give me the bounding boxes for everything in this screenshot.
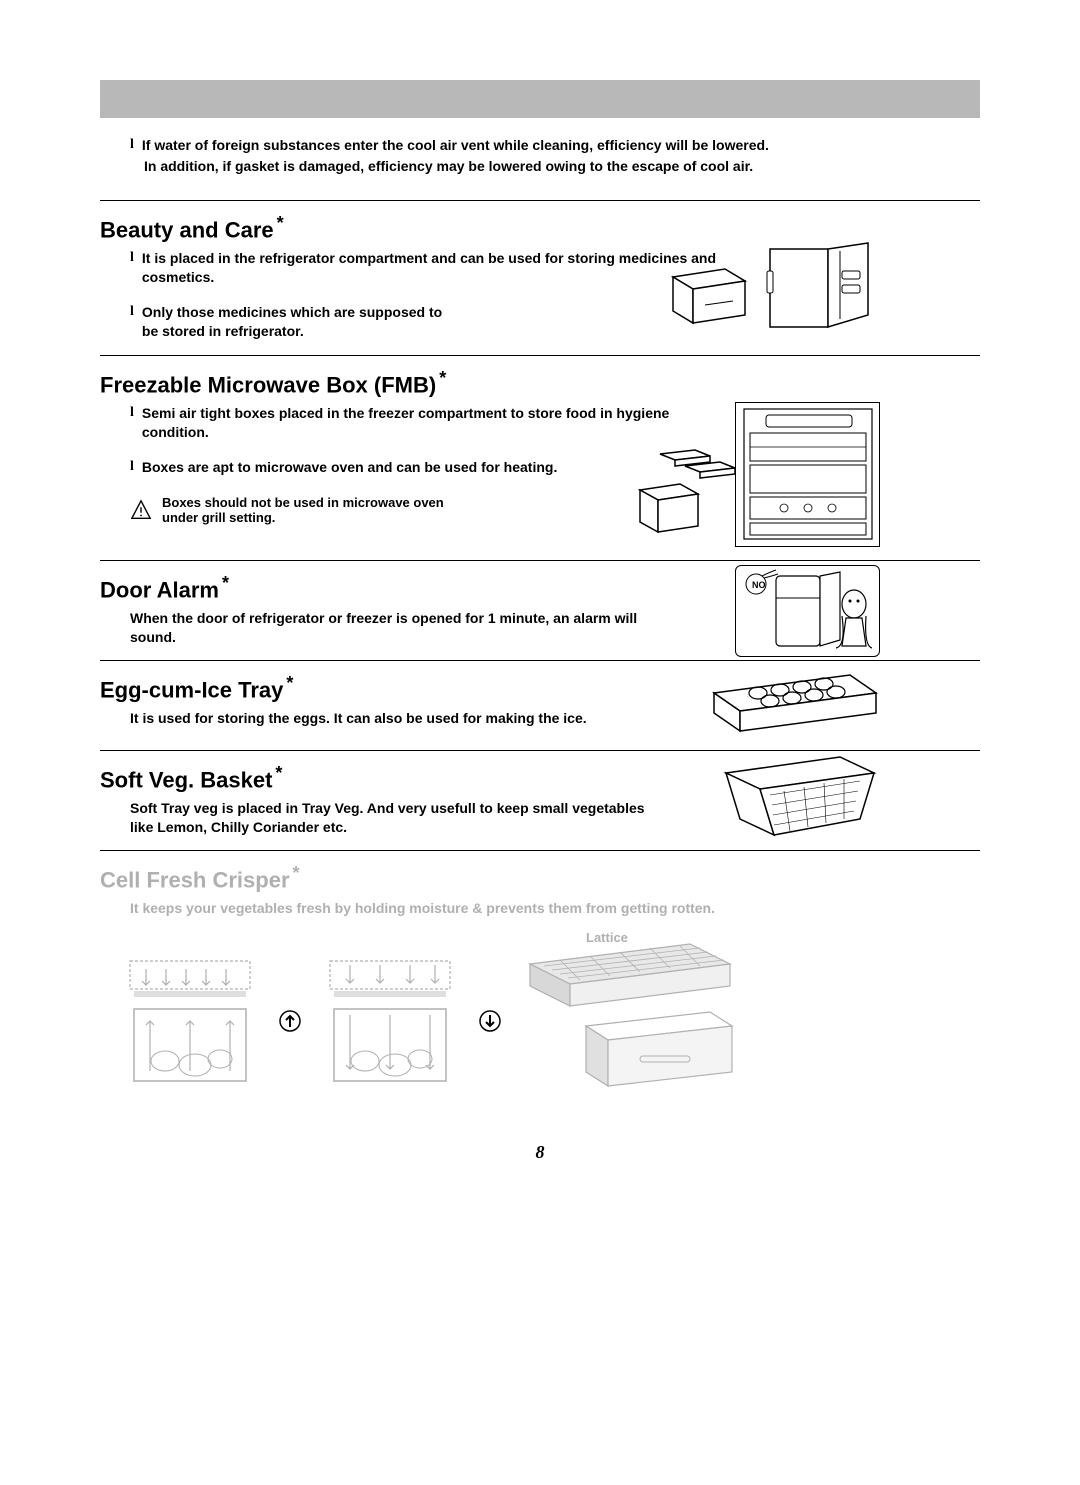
door-alarm-illustration: NO — [735, 565, 880, 657]
warning-text: Boxes should not be used in microwave ov… — [162, 495, 462, 526]
lattice-label: Lattice — [586, 930, 628, 945]
section-beauty-care: Beauty and Care* l It is placed in the r… — [100, 200, 980, 355]
bullet: l It is placed in the refrigerator compa… — [100, 249, 720, 287]
crisper-box-down — [320, 951, 460, 1091]
section-body: It keeps your vegetables fresh by holdin… — [100, 899, 800, 918]
header-bar — [100, 80, 980, 118]
section-egg-tray: Egg-cum-Ice Tray* It is used for storing… — [100, 660, 980, 750]
crisper-illustrations: Lattice — [100, 936, 980, 1106]
crisper-box-up — [120, 951, 260, 1091]
egg-tray-illustration — [710, 671, 880, 748]
bullet: l Boxes are apt to microwave oven and ca… — [100, 458, 560, 477]
section-body: Soft Tray veg is placed in Tray Veg. And… — [100, 799, 660, 837]
note-text: In addition, if gasket is damaged, effic… — [144, 157, 753, 176]
down-arrow-icon — [478, 1009, 502, 1033]
freezer-compartment-illustration — [735, 402, 880, 547]
page-number: 8 — [100, 1142, 980, 1163]
up-arrow-icon — [278, 1009, 302, 1033]
fridge-door-illustration — [760, 241, 880, 341]
section-title: Beauty and Care* — [100, 213, 980, 243]
note-text: If water of foreign substances enter the… — [142, 136, 769, 155]
bullet-text: Only those medicines which are supposed … — [142, 303, 460, 341]
top-notes: l If water of foreign substances enter t… — [100, 136, 980, 176]
section-fmb: Freezable Microwave Box (FMB)* l Semi ai… — [100, 355, 980, 560]
section-soft-veg: Soft Veg. Basket* Soft Tray veg is place… — [100, 750, 980, 850]
note-line: l If water of foreign substances enter t… — [130, 136, 980, 155]
bullet-icon: l — [130, 136, 134, 155]
bullet-icon: l — [130, 249, 134, 287]
svg-text:NO: NO — [752, 580, 766, 590]
bullet-text: It is placed in the refrigerator compart… — [142, 249, 720, 287]
section-title: Cell Fresh Crisper* — [100, 863, 980, 893]
section-body: When the door of refrigerator or freezer… — [100, 609, 660, 647]
warning-triangle-icon — [130, 499, 152, 521]
cosmetic-box-illustration — [665, 257, 760, 334]
section-body: It is used for storing the eggs. It can … — [100, 709, 660, 728]
bullet-icon: l — [130, 404, 134, 442]
section-crisper: Cell Fresh Crisper* It keeps your vegeta… — [100, 850, 980, 1118]
bullet: l Semi air tight boxes placed in the fre… — [100, 404, 720, 442]
lattice-drawer-illustration: Lattice — [520, 936, 740, 1106]
bullet-icon: l — [130, 458, 134, 477]
basket-illustration — [720, 753, 880, 850]
note-line: In addition, if gasket is damaged, effic… — [130, 157, 980, 176]
bullet-text: Semi air tight boxes placed in the freez… — [142, 404, 720, 442]
bullet: l Only those medicines which are suppose… — [100, 303, 460, 341]
manual-page: l If water of foreign substances enter t… — [0, 0, 1080, 1203]
boxes-illustration — [630, 442, 740, 547]
section-title: Freezable Microwave Box (FMB)* — [100, 368, 980, 398]
bullet-text: Boxes are apt to microwave oven and can … — [142, 458, 557, 477]
bullet-icon: l — [130, 303, 134, 341]
section-door-alarm: Door Alarm* When the door of refrigerato… — [100, 560, 980, 660]
